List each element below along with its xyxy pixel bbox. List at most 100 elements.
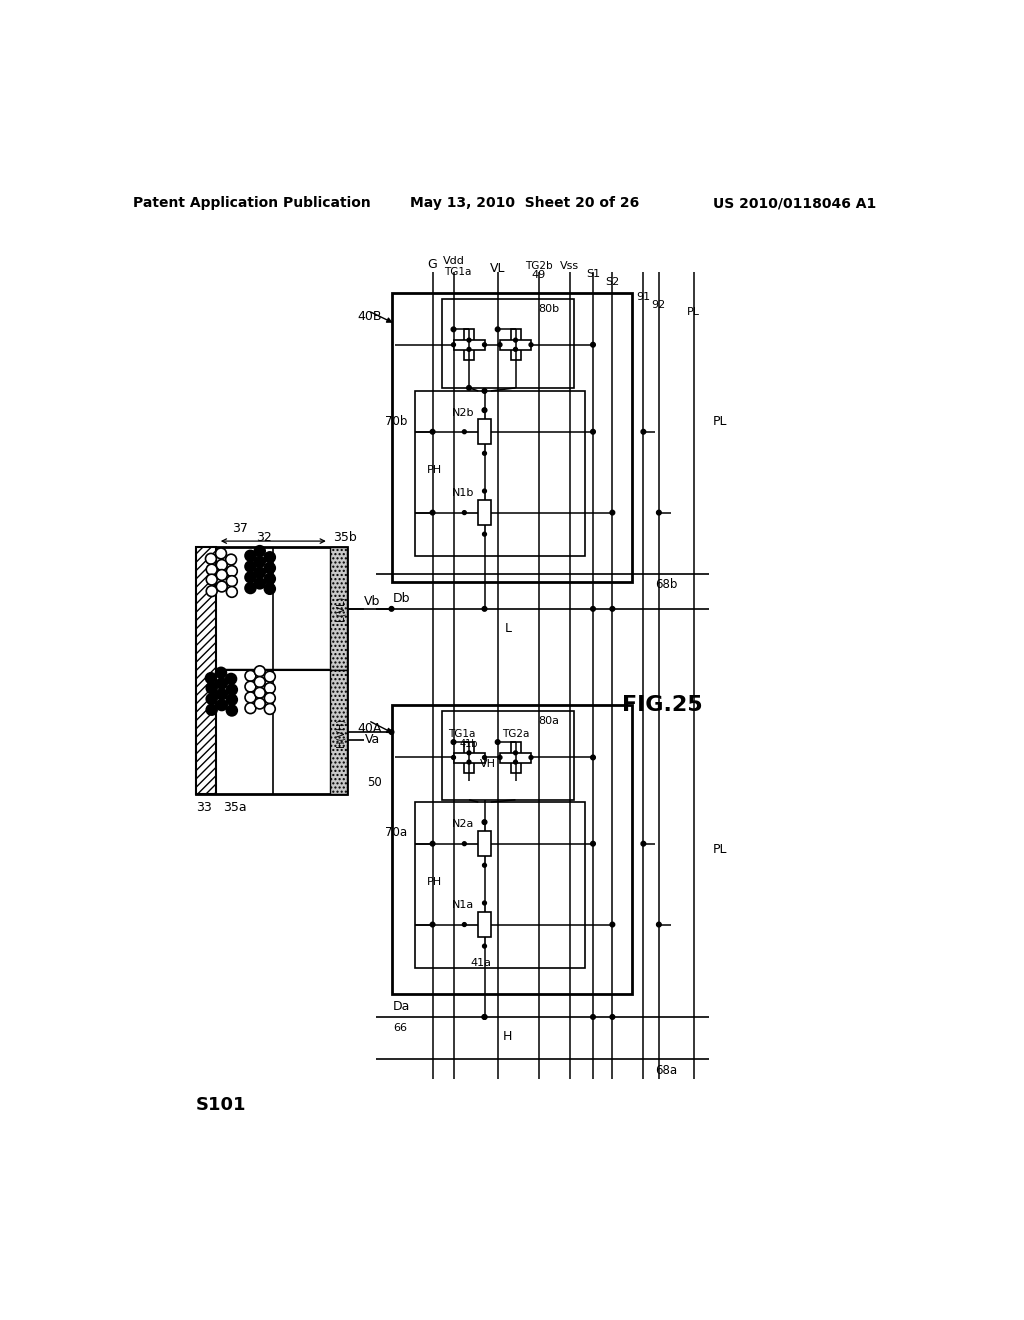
Circle shape (463, 842, 466, 846)
Circle shape (254, 665, 265, 677)
Bar (464, 742, 474, 774)
Circle shape (514, 751, 517, 755)
Circle shape (463, 511, 466, 515)
Circle shape (467, 751, 471, 755)
Text: 68a: 68a (655, 1064, 677, 1077)
Text: 35b: 35b (333, 531, 357, 544)
Text: N2b: N2b (452, 408, 474, 417)
Text: 66: 66 (393, 1023, 408, 1032)
Text: L: L (504, 622, 511, 635)
Circle shape (498, 343, 502, 347)
Circle shape (467, 385, 471, 391)
Circle shape (482, 408, 486, 412)
Circle shape (389, 607, 394, 611)
Circle shape (226, 586, 238, 598)
Circle shape (482, 1015, 486, 1019)
Bar (442, 711, 573, 800)
Circle shape (264, 583, 275, 594)
Text: 70b: 70b (385, 416, 407, 428)
Text: Db: Db (393, 591, 411, 605)
Circle shape (216, 560, 227, 570)
Text: 41b: 41b (460, 739, 478, 748)
Circle shape (591, 1015, 595, 1019)
Text: PL: PL (713, 842, 728, 855)
Circle shape (225, 673, 237, 684)
Text: Patent Application Publication: Patent Application Publication (133, 197, 371, 210)
Circle shape (254, 677, 265, 688)
Bar (464, 330, 474, 360)
Text: VH: VH (480, 759, 497, 768)
Circle shape (467, 347, 471, 351)
Circle shape (254, 698, 265, 709)
Circle shape (264, 573, 275, 585)
Circle shape (206, 673, 216, 684)
Circle shape (514, 338, 517, 342)
Bar (478, 832, 490, 857)
Bar (478, 500, 490, 525)
Circle shape (245, 692, 256, 702)
Text: Vb: Vb (364, 594, 380, 607)
Circle shape (226, 566, 238, 577)
Text: VL: VL (489, 261, 506, 275)
Circle shape (245, 561, 256, 572)
Text: 80b: 80b (539, 304, 560, 314)
Text: TG2a: TG2a (502, 730, 529, 739)
Text: 41a: 41a (470, 958, 492, 968)
Circle shape (206, 682, 217, 693)
Circle shape (656, 511, 662, 515)
Circle shape (226, 576, 238, 586)
Circle shape (656, 923, 662, 927)
Circle shape (430, 841, 435, 846)
Circle shape (245, 582, 256, 594)
Circle shape (482, 607, 486, 611)
Circle shape (591, 429, 595, 434)
Text: 68b: 68b (655, 578, 677, 591)
Text: G: G (428, 259, 437, 271)
Circle shape (482, 755, 486, 759)
Text: Da: Da (393, 999, 411, 1012)
Circle shape (591, 342, 595, 347)
Circle shape (226, 694, 238, 705)
Bar (197, 548, 347, 793)
Circle shape (430, 429, 435, 434)
Circle shape (482, 532, 486, 536)
Bar (511, 330, 521, 360)
Bar (415, 391, 586, 557)
Text: FIG.25: FIG.25 (623, 696, 703, 715)
Circle shape (264, 682, 275, 693)
Circle shape (264, 552, 275, 562)
Text: May 13, 2010  Sheet 20 of 26: May 13, 2010 Sheet 20 of 26 (411, 197, 639, 210)
Circle shape (452, 343, 456, 347)
Circle shape (264, 704, 275, 714)
Text: 37: 37 (232, 521, 248, 535)
Circle shape (430, 923, 435, 927)
Circle shape (482, 343, 486, 347)
Circle shape (245, 671, 256, 681)
Bar (454, 752, 484, 763)
Circle shape (389, 730, 394, 734)
Bar (500, 341, 531, 350)
Text: PL: PL (713, 416, 728, 428)
Circle shape (226, 684, 238, 696)
Circle shape (216, 668, 226, 678)
Bar (391, 705, 632, 994)
Text: Vdd: Vdd (442, 256, 465, 265)
Circle shape (254, 688, 265, 698)
Circle shape (216, 570, 227, 581)
Bar (500, 752, 531, 763)
Circle shape (216, 548, 226, 558)
Circle shape (482, 1015, 486, 1019)
Circle shape (226, 705, 238, 715)
Circle shape (610, 1015, 614, 1019)
Circle shape (496, 739, 500, 744)
Circle shape (610, 923, 614, 927)
Circle shape (641, 841, 646, 846)
Circle shape (254, 545, 265, 557)
Text: S1: S1 (586, 269, 600, 279)
Circle shape (245, 681, 256, 692)
Circle shape (591, 607, 595, 611)
Circle shape (482, 863, 486, 867)
Circle shape (610, 511, 614, 515)
Circle shape (467, 760, 471, 764)
Circle shape (610, 607, 614, 611)
